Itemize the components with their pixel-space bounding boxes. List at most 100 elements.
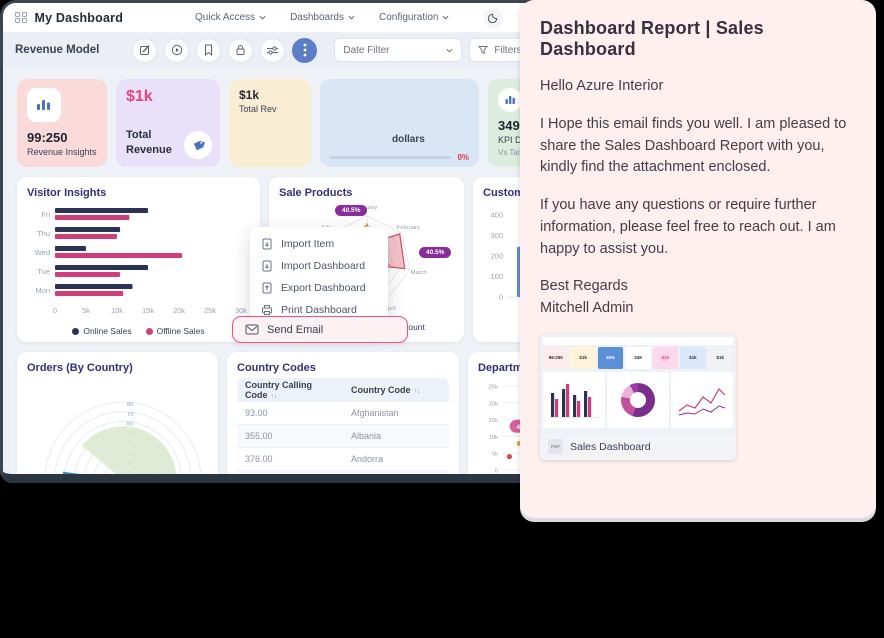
svg-text:200: 200 [490,252,503,261]
svg-text:0: 0 [495,469,498,475]
chevron-down-icon [446,48,453,53]
kpi-value: 349 [498,118,520,133]
data-table: Country Calling Code ↑↓ Country Code ↑↓ 93.0… [237,378,449,483]
svg-text:January: January [357,205,378,211]
kpi-label: Total Revenue [126,129,172,156]
kpi-label: KPI Data [498,135,535,145]
more-actions-menu: Import Item Import Dashboard Export Dash… [250,227,388,327]
send-email-icon [245,324,259,335]
table-row: 376.00 Andorra [237,448,449,471]
sort-icon: ↑↓ [270,393,278,400]
pencil-icon [139,45,150,55]
bar-chart-icon [27,88,61,122]
table-sort-header[interactable]: Country Code ↑↓ [351,385,421,395]
kpi-value: 99:250 [27,130,68,145]
lock-button[interactable] [228,37,254,63]
svg-text:Mon: Mon [35,286,50,295]
file-import-icon [262,238,272,250]
percent-badge: 40.5% [419,247,452,258]
attachment-caption-bar: PDF Sales Dashboard [540,433,736,460]
menu-item-print-dashboard[interactable]: Print Dashboard [250,299,388,321]
svg-text:100: 100 [490,272,503,281]
bookmark-icon [205,44,213,56]
mini-donut-chart [607,371,669,428]
svg-text:April: April [384,306,396,312]
bookmark-button[interactable] [196,37,222,63]
svg-text:70: 70 [127,412,133,418]
table-cell: Afghanistan [351,408,399,418]
menu-item-export-dashboard[interactable]: Export Dashboard [250,277,388,299]
lock-icon [236,45,245,55]
svg-text:20k: 20k [489,401,498,407]
menu-item-import-item[interactable]: Import Item [250,233,388,255]
mini-kpi-chips: 99:250 $1k 30% 349 $1k $1k $1k [543,346,733,369]
nav-quick-access[interactable]: Quick Access [195,12,266,23]
attachment-preview-image: 99:250 $1k 30% 349 $1k $1k $1k [540,333,736,434]
chart-legend: Online Sales Offline Sales [27,326,250,336]
moon-icon [487,13,497,23]
percent-badge: 40.5% [335,205,368,216]
play-button[interactable] [164,37,190,63]
kpi-value: $1k [126,88,153,105]
orders-by-country-card: Orders (By Country) 1020304050607080 [17,352,218,474]
funnel-icon [478,46,489,55]
svg-text:March: March [411,270,427,276]
main-nav: Quick Access Dashboards Configuration [195,12,449,23]
mini-bar-chart [543,371,605,428]
email-signature: Best Regards Mitchell Admin [540,278,634,316]
more-actions-button[interactable] [292,37,318,63]
dark-mode-toggle[interactable] [483,7,503,28]
svg-text:Tue: Tue [37,267,50,276]
board-name: Revenue Model [15,44,100,56]
svg-text:15k: 15k [489,418,498,424]
apps-grid-icon[interactable] [15,11,27,24]
kpi-total-rev: $1k Total Rev [229,79,311,167]
kpi-value: $1k [239,88,260,102]
table-cell: 376.00 [245,454,273,464]
visitor-insights-chart: Fri Thu Wed Tue Mon 0 5k 10k 15k 20k 25k 30k Online … [27,203,250,336]
nav-dashboards[interactable]: Dashboards [290,12,355,23]
legend-item: Online Sales [72,326,132,336]
chevron-down-icon [348,15,355,20]
country-codes-card: Country Codes Country Calling Code ↑↓ Coun… [227,352,459,483]
menu-item-send-email[interactable]: Send Email [232,316,408,343]
kpi-revenue-insights: 99:250 Revenue Insights [17,79,107,167]
svg-text:80: 80 [127,402,133,408]
nav-configuration[interactable]: Configuration [379,12,449,23]
email-attachment[interactable]: 99:250 $1k 30% 349 $1k $1k $1k PDF Sales Dashb… [540,333,736,460]
kebab-menu-icon [303,43,307,57]
svg-text:20k: 20k [173,306,185,315]
svg-text:5k: 5k [492,452,498,458]
svg-text:15k: 15k [142,306,154,315]
chevron-down-icon [442,15,449,20]
settings-sliders-button[interactable] [260,37,286,63]
svg-text:February: February [397,225,420,231]
svg-text:25k: 25k [204,306,216,315]
svg-text:0: 0 [500,478,503,483]
orders-polar-chart: 1020304050607080 [27,378,208,474]
bar-chart-icon [498,88,522,112]
sort-icon: ↑↓ [413,388,421,395]
edit-button[interactable] [132,37,158,63]
chevron-down-icon [259,15,266,20]
email-paragraph: I Hope this email finds you well. I am p… [540,115,847,176]
table-cell: Anguilla [351,477,384,483]
menu-item-import-dashboard[interactable]: Import Dashboard [250,255,388,277]
kpi-sublabel: Vs Target [498,148,532,157]
legend-item: Offline Sales [145,326,205,336]
email-subject: Dashboard Report | Sales Dashboard [540,18,764,59]
attachment-name: Sales Dashboard [570,440,651,453]
email-paragraph: If you have any questions or require fur… [540,197,836,257]
table-cell: 93.00 [245,408,268,418]
progress-track [330,156,452,159]
date-filter-select[interactable]: Date Filter [334,38,463,62]
table-row: 355.00 Albania [237,425,449,448]
svg-text:400: 400 [490,211,503,220]
svg-text:10k: 10k [489,435,498,441]
svg-text:60: 60 [127,422,133,428]
printer-icon [262,305,272,315]
chart-title: Country Codes [237,362,316,374]
svg-text:300: 300 [490,231,503,240]
table-sort-header[interactable]: Country Calling Code ↑↓ [245,380,312,400]
